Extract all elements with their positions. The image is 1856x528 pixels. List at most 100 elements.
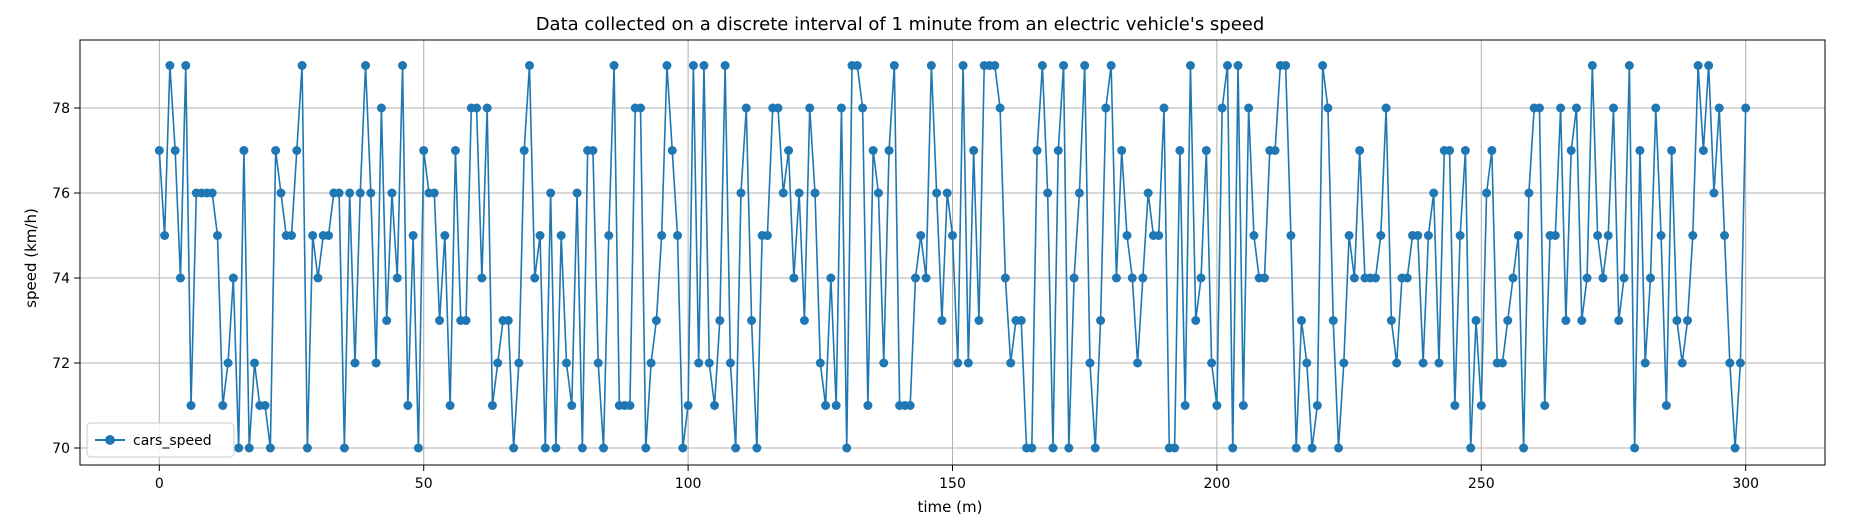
data-point: [1487, 146, 1497, 155]
data-point: [762, 231, 772, 240]
y-tick-label: 78: [52, 101, 70, 117]
data-point: [413, 443, 423, 453]
data-point: [1069, 273, 1079, 283]
data-point: [636, 103, 646, 113]
data-point: [260, 401, 270, 410]
data-point: [1180, 401, 1190, 410]
data-point: [577, 443, 587, 453]
data-point: [699, 61, 709, 70]
data-point: [1085, 358, 1095, 368]
data-point: [1672, 316, 1682, 325]
data-point: [784, 146, 794, 155]
data-point: [873, 188, 883, 198]
data-point: [371, 358, 381, 368]
data-point: [1741, 103, 1751, 113]
data-point: [244, 443, 254, 453]
data-point: [1059, 61, 1069, 70]
data-point: [1661, 401, 1671, 410]
data-point: [1307, 443, 1317, 453]
legend-box: [86, 422, 235, 458]
data-point: [1566, 146, 1576, 155]
data-point: [1074, 188, 1084, 198]
data-point: [646, 358, 656, 368]
data-point: [599, 443, 608, 453]
data-point: [1656, 231, 1666, 240]
data-point: [355, 188, 365, 198]
data-point: [572, 188, 582, 198]
data-point: [969, 146, 979, 155]
data-point: [588, 146, 598, 155]
data-point: [403, 401, 413, 410]
data-point: [916, 231, 926, 240]
data-point: [1096, 316, 1106, 325]
data-point: [794, 188, 804, 198]
data-point: [1730, 443, 1740, 453]
data-point: [1111, 273, 1121, 283]
data-point: [1196, 273, 1206, 283]
data-point: [683, 401, 693, 410]
data-point: [799, 316, 809, 325]
x-axis-label: time (m): [918, 498, 983, 516]
data-point: [1244, 103, 1254, 113]
data-point: [1598, 273, 1608, 283]
data-point: [1312, 401, 1322, 410]
data-point: [514, 358, 524, 368]
data-point: [1587, 61, 1597, 70]
data-point: [477, 273, 487, 283]
legend-label: cars_speed: [133, 433, 212, 449]
data-point: [1355, 146, 1365, 155]
legend-marker-swatch: [105, 435, 115, 445]
data-point: [276, 188, 286, 198]
data-point: [1376, 231, 1386, 240]
data-point: [1455, 231, 1465, 240]
data-point: [1519, 443, 1529, 453]
data-point: [1228, 443, 1238, 453]
data-point: [524, 61, 534, 70]
data-point: [958, 61, 968, 70]
y-tick-label: 70: [52, 441, 70, 457]
data-point: [593, 358, 603, 368]
data-point: [175, 273, 185, 283]
data-point: [1133, 358, 1143, 368]
data-point: [725, 358, 735, 368]
data-point: [450, 146, 460, 155]
data-point: [1698, 146, 1708, 155]
data-point: [1349, 273, 1359, 283]
y-tick-label: 74: [52, 271, 70, 287]
data-point: [1386, 316, 1396, 325]
data-point: [1460, 146, 1470, 155]
data-point: [657, 231, 667, 240]
data-point: [1704, 61, 1714, 70]
data-point: [376, 103, 386, 113]
series-layer: [154, 61, 1751, 453]
data-point: [1334, 443, 1344, 453]
data-point: [472, 103, 482, 113]
data-point: [1556, 103, 1566, 113]
data-point: [910, 273, 920, 283]
data-point: [1339, 358, 1349, 368]
data-point: [810, 188, 820, 198]
data-point: [361, 61, 371, 70]
data-point: [1429, 188, 1439, 198]
data-point: [546, 188, 556, 198]
data-point: [1725, 358, 1735, 368]
data-point: [445, 401, 455, 410]
data-point: [1630, 443, 1640, 453]
data-point: [1212, 401, 1222, 410]
data-point: [1624, 61, 1634, 70]
data-point: [487, 401, 497, 410]
data-point: [863, 401, 873, 410]
data-point: [530, 273, 540, 283]
data-point: [1170, 443, 1180, 453]
y-tick-label: 72: [52, 356, 70, 372]
data-point: [715, 316, 725, 325]
data-point: [932, 188, 942, 198]
data-point: [1154, 231, 1164, 240]
data-point: [1392, 358, 1402, 368]
data-point: [1238, 401, 1248, 410]
data-point: [1450, 401, 1460, 410]
data-point: [419, 146, 429, 155]
data-point: [382, 316, 392, 325]
data-point: [250, 358, 259, 368]
data-point: [609, 61, 619, 70]
